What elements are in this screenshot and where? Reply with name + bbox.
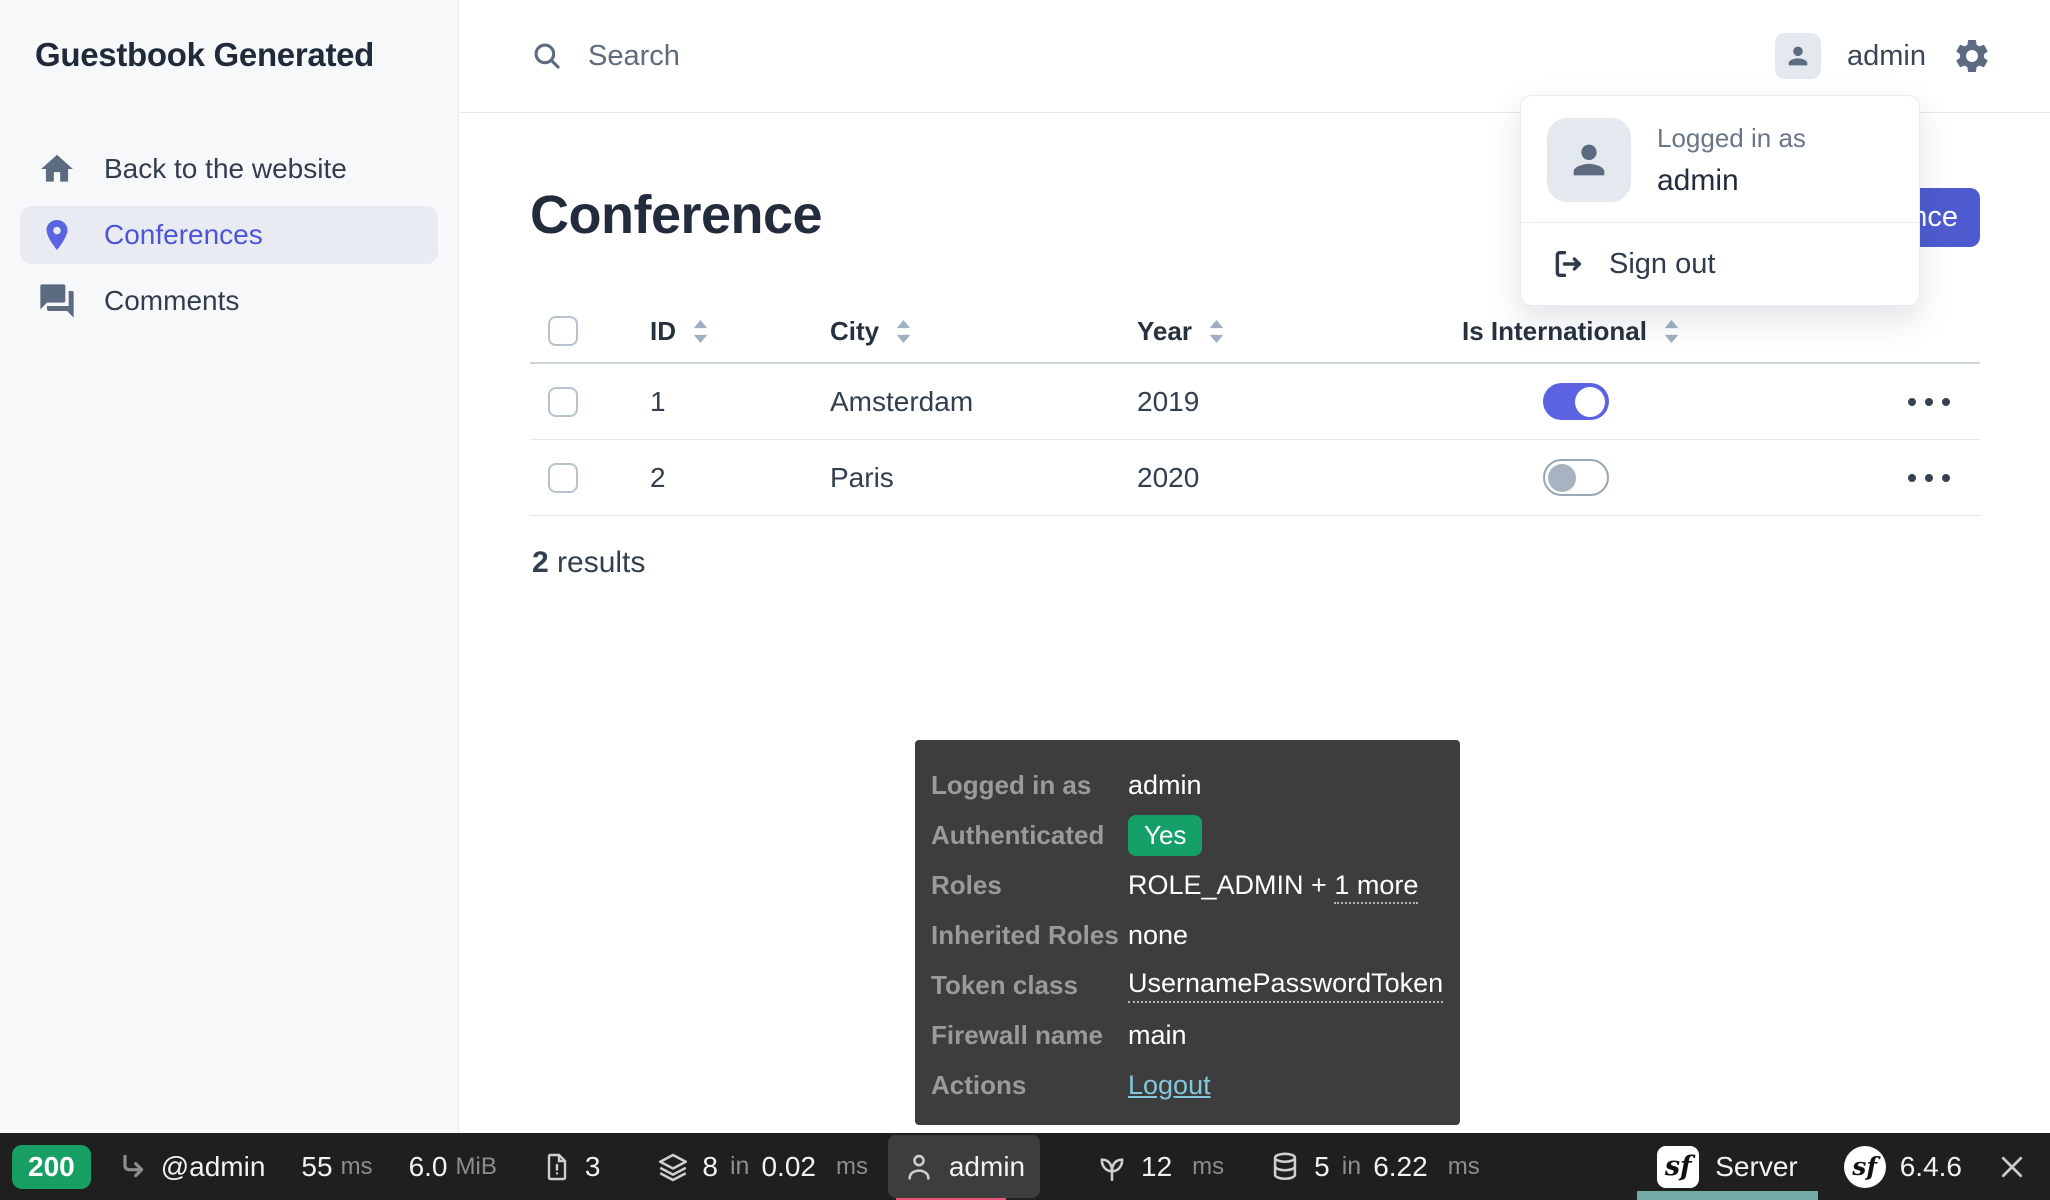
sign-out-button[interactable]: Sign out [1521, 223, 1919, 305]
topbar: admin [459, 0, 2050, 113]
cell-year: 2020 [1137, 461, 1200, 493]
dropdown-divider [1521, 222, 1919, 223]
profiler-twig[interactable]: 12 ms [1095, 1150, 1224, 1184]
search-icon [530, 39, 564, 73]
token-class-value[interactable]: UsernamePasswordToken [1128, 968, 1444, 1003]
profiler-memory[interactable]: 6.0 MiB [408, 1150, 497, 1182]
authenticated-badge: Yes [1128, 814, 1203, 856]
sidebar-item-back-to-website[interactable]: Back to the website [20, 140, 438, 198]
popup-value: ROLE_ADMIN + 1 more [1128, 869, 1419, 904]
popup-value: main [1128, 1019, 1187, 1050]
search [530, 0, 1016, 112]
profiler-time[interactable]: 55 ms [301, 1150, 373, 1182]
popup-label: Logged in as [931, 769, 1092, 800]
sidebar-item-conferences[interactable]: Conferences [20, 206, 438, 264]
row-checkbox[interactable] [548, 386, 578, 417]
profiler-route[interactable]: @admin [117, 1151, 265, 1183]
profiler-logs[interactable]: 3 [541, 1151, 600, 1183]
table-row: 2 Paris 2020 [530, 440, 1980, 516]
http-status-badge[interactable]: 200 [12, 1144, 91, 1189]
sidebar-item-comments[interactable]: Comments [20, 272, 438, 330]
sidebar-nav: Back to the website Conferences Comments [0, 140, 458, 338]
popup-label: Token class [931, 969, 1078, 1000]
logout-link[interactable]: Logout [1128, 1069, 1211, 1100]
sign-out-icon [1551, 247, 1585, 281]
sidebar-item-label: Comments [104, 285, 240, 316]
logged-in-as-label: Logged in as [1657, 122, 1806, 153]
profiler-database[interactable]: 5 in 6.22 ms [1268, 1150, 1480, 1184]
is-international-toggle[interactable] [1543, 383, 1609, 420]
sort-icon [1664, 319, 1679, 343]
cell-city: Paris [830, 461, 894, 493]
user-avatar-icon [1547, 118, 1631, 202]
symfony-logo-circle: sf [1843, 1145, 1886, 1188]
log-file-icon [541, 1151, 573, 1183]
select-all-checkbox[interactable] [548, 316, 578, 346]
popup-label: Authenticated [931, 819, 1105, 850]
popup-value: none [1128, 919, 1189, 950]
sort-icon [1209, 319, 1224, 343]
security-profiler-popup: Logged in as admin Authenticated Yes Rol… [915, 740, 1460, 1125]
redirect-arrow-icon [117, 1151, 149, 1183]
map-pin-icon [36, 217, 78, 253]
table-header-row: ID City Year Is International [530, 300, 1980, 364]
twig-leaf-icon [1095, 1150, 1129, 1184]
conference-table: ID City Year Is International 1 Amsterda… [530, 300, 1980, 516]
row-checkbox[interactable] [548, 462, 578, 493]
symfony-profiler-toolbar: 200 @admin 55 ms 6.0 MiB 3 [0, 1133, 2050, 1200]
sort-icon [896, 319, 911, 343]
user-avatar-icon [1775, 33, 1821, 79]
cell-id: 2 [650, 461, 666, 493]
results-count: 2 results [532, 546, 646, 579]
row-actions-menu[interactable] [1882, 473, 1980, 482]
close-toolbar-icon[interactable] [1990, 1152, 2034, 1182]
profiler-symfony-version[interactable]: sf 6.4.6 [1843, 1145, 1962, 1188]
dropdown-username: admin [1657, 163, 1739, 197]
table-row: 1 Amsterdam 2019 [530, 364, 1980, 440]
is-international-toggle[interactable] [1543, 459, 1609, 496]
popup-label: Inherited Roles [931, 919, 1119, 950]
row-actions-menu[interactable] [1882, 397, 1980, 406]
profiler-security-tab[interactable]: admin [888, 1135, 1040, 1198]
database-icon [1268, 1150, 1302, 1184]
layers-icon [656, 1150, 690, 1184]
person-icon [903, 1151, 935, 1183]
column-header-id[interactable]: ID [650, 316, 830, 347]
sidebar: Guestbook Generated Back to the website … [0, 0, 459, 1133]
user-dropdown-header: Logged in as admin [1521, 96, 1919, 222]
roles-more-link[interactable]: 1 more [1334, 869, 1419, 904]
symfony-logo-square: sf [1657, 1145, 1700, 1188]
cell-city: Amsterdam [830, 385, 974, 417]
page-title: Conference [530, 185, 823, 245]
profiler-cache[interactable]: 8 in 0.02 ms [656, 1150, 868, 1184]
cell-year: 2019 [1137, 385, 1200, 417]
sidebar-item-label: Back to the website [104, 153, 347, 184]
popup-value: admin [1128, 769, 1202, 800]
comments-icon [36, 281, 78, 321]
user-menu-trigger[interactable]: admin [1775, 0, 1992, 112]
popup-label: Roles [931, 869, 1002, 900]
user-dropdown: Logged in as admin Sign out [1520, 95, 1920, 306]
sort-icon [693, 319, 708, 343]
home-icon [36, 150, 78, 188]
column-header-year[interactable]: Year [1137, 316, 1462, 347]
column-header-is-international[interactable]: Is International [1462, 316, 1882, 347]
popup-label: Firewall name [931, 1019, 1103, 1050]
sidebar-item-label: Conferences [104, 219, 263, 250]
search-input[interactable] [586, 38, 1016, 74]
column-header-city[interactable]: City [830, 316, 1137, 347]
app-title: Guestbook Generated [35, 36, 375, 73]
topbar-username: admin [1847, 39, 1926, 72]
popup-label: Actions [931, 1069, 1027, 1100]
profiler-server-tab[interactable]: sf Server [1637, 1133, 1819, 1200]
cell-id: 1 [650, 385, 666, 417]
gear-icon[interactable] [1952, 36, 1992, 76]
